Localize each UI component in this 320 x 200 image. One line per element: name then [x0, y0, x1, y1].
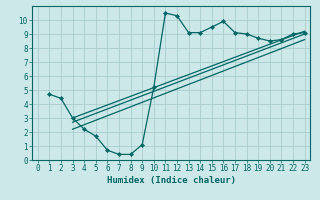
X-axis label: Humidex (Indice chaleur): Humidex (Indice chaleur)	[107, 176, 236, 185]
